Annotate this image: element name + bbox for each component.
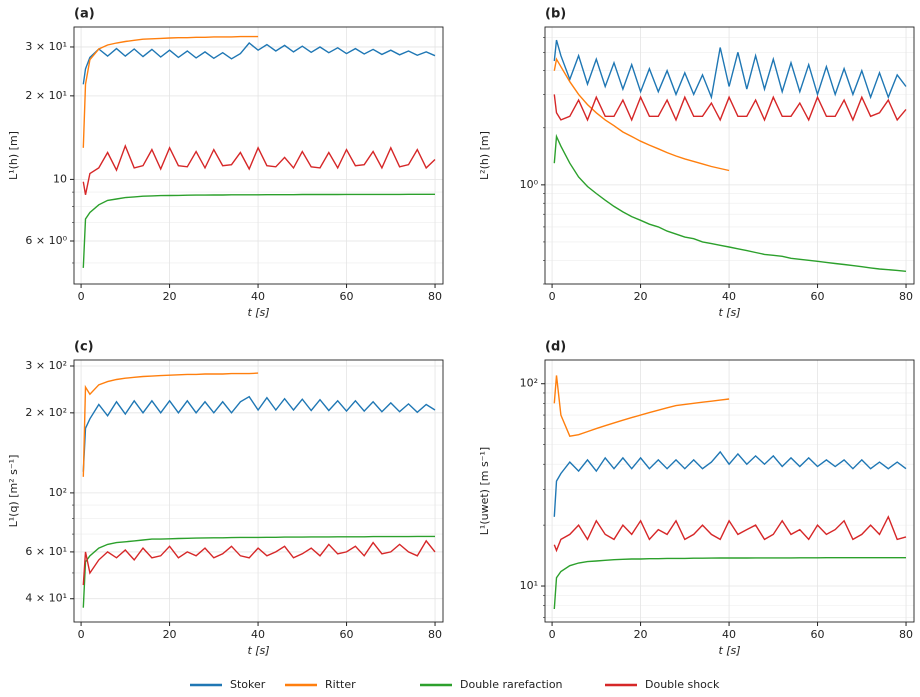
series-line — [553, 557, 906, 610]
panel-title: (a) — [74, 7, 95, 22]
series-line — [82, 143, 436, 195]
x-tick-label: 0 — [549, 290, 556, 303]
series-line — [82, 535, 435, 608]
x-tick-label: 40 — [722, 628, 736, 641]
series-line — [553, 133, 907, 272]
panel: 0 20 40 60 80 10¹ 10² (d) t [s] L¹(uwet) [m s⁻¹] — [478, 340, 915, 657]
y-tick-label: 10 — [53, 172, 67, 185]
series-line — [82, 35, 259, 148]
x-tick-label: 0 — [78, 628, 85, 641]
x-axis-label: t [s] — [718, 306, 740, 319]
legend-label: Stoker — [230, 678, 266, 691]
x-axis-label: t [s] — [247, 306, 269, 319]
series-line — [553, 450, 907, 517]
panel-title: (d) — [545, 340, 566, 355]
y-tick-label: 10² — [520, 377, 538, 390]
series-line — [82, 395, 436, 472]
x-tick-label: 60 — [811, 628, 825, 641]
series-line — [553, 515, 907, 553]
y-tick-label: 4 × 10¹ — [25, 592, 67, 605]
panel-title: (b) — [545, 7, 566, 22]
plot-frame — [544, 359, 915, 623]
panel: 0 20 40 60 80 10⁰ (b) t [s] L²(h) [m] — [478, 7, 915, 319]
legend-label: Ritter — [325, 678, 356, 691]
plot-frame — [544, 26, 915, 285]
series-line — [553, 57, 730, 172]
y-tick-label: 6 × 10⁰ — [25, 234, 67, 247]
x-tick-label: 80 — [428, 628, 442, 641]
x-tick-label: 60 — [340, 628, 354, 641]
x-axis-label: t [s] — [718, 644, 740, 657]
y-tick-label: 3 × 10² — [25, 359, 67, 372]
legend-label: Double rarefaction — [460, 678, 563, 691]
series-line — [82, 193, 435, 268]
x-tick-label: 20 — [163, 290, 177, 303]
y-tick-label: 10¹ — [520, 579, 538, 592]
y-axis-label: L¹(h) [m] — [7, 131, 20, 180]
y-axis-label: L¹(q) [m² s⁻¹] — [7, 455, 20, 528]
x-tick-label: 80 — [899, 290, 913, 303]
y-tick-label: 10⁰ — [520, 178, 539, 191]
y-tick-label: 10² — [49, 486, 67, 499]
legend-label: Double shock — [645, 678, 720, 691]
x-tick-label: 20 — [634, 628, 648, 641]
y-axis-label: L²(h) [m] — [478, 131, 491, 180]
panel-title: (c) — [74, 340, 94, 355]
y-tick-label: 2 × 10¹ — [25, 89, 67, 102]
x-tick-label: 40 — [722, 290, 736, 303]
x-tick-label: 0 — [549, 628, 556, 641]
panel: 0 20 40 60 80 4 × 10¹ 6 × 10¹ 10² 2 × 10² 3 × 10²… — [7, 340, 444, 657]
x-tick-label: 80 — [899, 628, 913, 641]
x-tick-label: 80 — [428, 290, 442, 303]
series-line — [82, 372, 259, 477]
series-line — [553, 94, 907, 122]
panel: 0 20 40 60 80 6 × 10⁰ 10 2 × 10¹ 3 × 10¹ (a) t [s]… — [7, 7, 444, 319]
x-tick-label: 20 — [163, 628, 177, 641]
x-tick-label: 40 — [251, 290, 265, 303]
y-tick-label: 2 × 10² — [25, 406, 67, 419]
x-tick-label: 60 — [811, 290, 825, 303]
series-line — [553, 39, 907, 100]
y-axis-label: L¹(uwet) [m s⁻¹] — [478, 447, 491, 535]
y-tick-label: 6 × 10¹ — [25, 545, 67, 558]
plot-frame — [73, 26, 444, 285]
x-tick-label: 60 — [340, 290, 354, 303]
x-tick-label: 20 — [634, 290, 648, 303]
series-line — [82, 42, 436, 85]
x-tick-label: 40 — [251, 628, 265, 641]
series-line — [82, 539, 436, 586]
plot-frame — [73, 359, 444, 623]
y-tick-label: 3 × 10¹ — [25, 40, 67, 53]
x-axis-label: t [s] — [247, 644, 269, 657]
series-line — [553, 375, 730, 437]
x-tick-label: 0 — [78, 290, 85, 303]
